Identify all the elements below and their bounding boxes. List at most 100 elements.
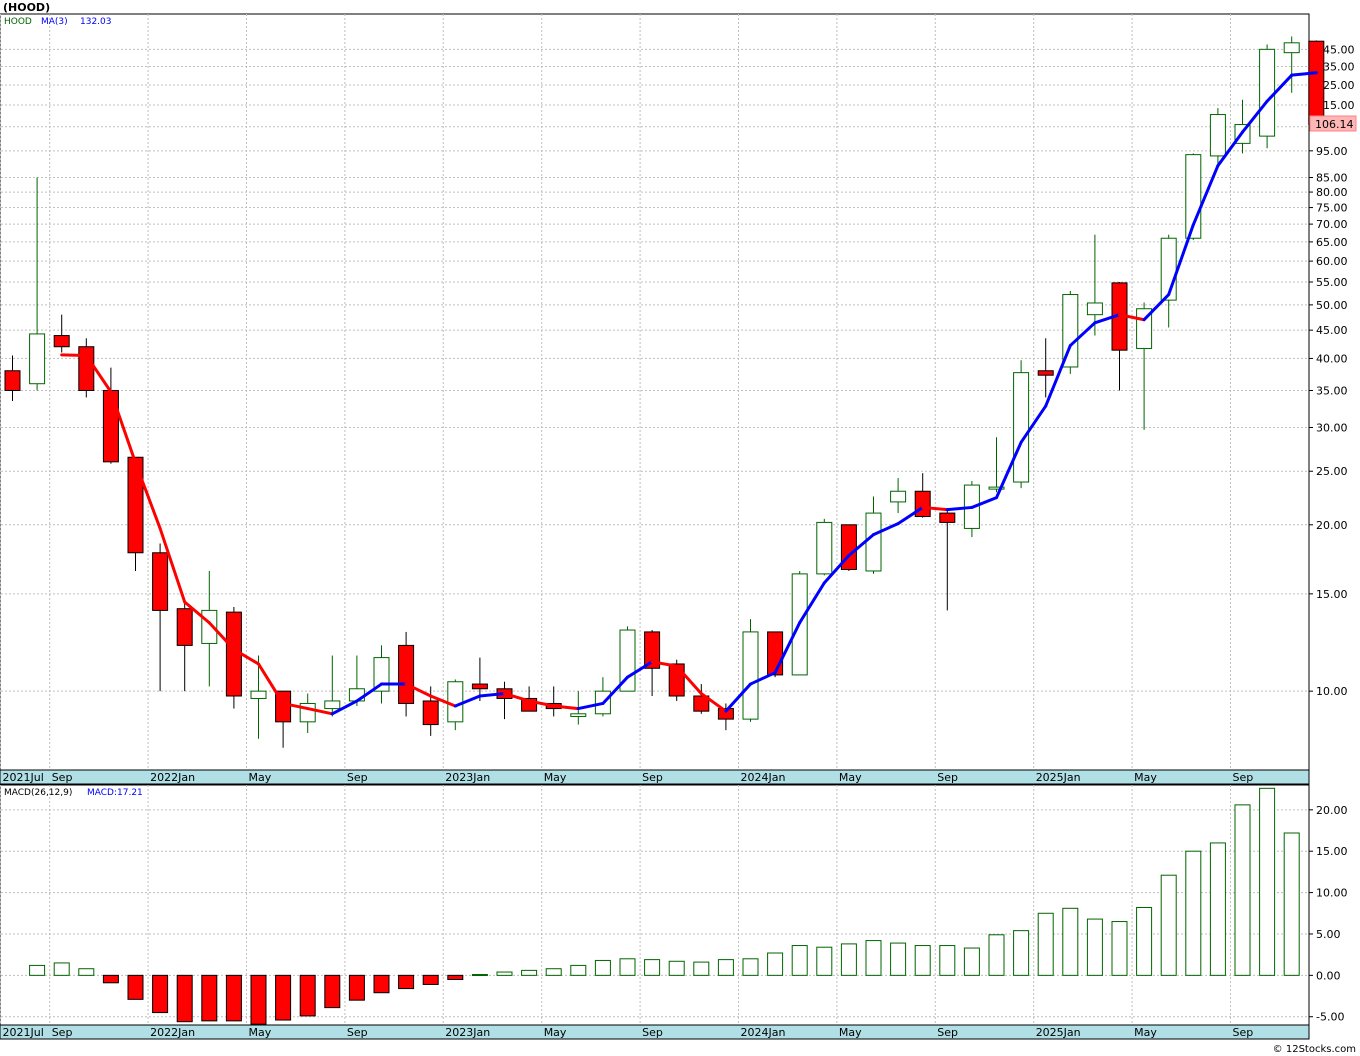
macd-bar (570, 964, 587, 976)
price-x-label: May (249, 771, 272, 784)
price-y-axis: 10.00 15.00 20.00 25.00 30.00 35.00 40.00 45.00… (1309, 43, 1355, 698)
macd-bar (53, 962, 70, 976)
ma-segment (945, 505, 974, 512)
price-y-tick-label: 65.00 (1316, 236, 1348, 249)
ma-segment (1265, 73, 1294, 103)
macd-x-label: 2025Jan (1036, 1026, 1081, 1039)
macd-bar (422, 974, 439, 985)
macd-bar (668, 960, 685, 976)
candle-body (29, 333, 46, 385)
price-y-tick-label: 20.00 (1316, 519, 1348, 532)
ma-segment (183, 600, 211, 625)
ma-segment (330, 699, 359, 716)
price-grid (0, 14, 1309, 770)
ma-segment (601, 675, 629, 705)
price-y-tick-label: 125.00 (1316, 79, 1355, 92)
macd-bar (693, 961, 710, 976)
macd-x-label: Sep (642, 1026, 663, 1039)
price-y-tick-label: 115.00 (1316, 99, 1355, 112)
candle-body (1086, 302, 1103, 316)
macd-bar (594, 959, 611, 976)
candle-body (1259, 48, 1276, 137)
ma-segment (995, 440, 1023, 500)
macd-bar (348, 974, 365, 1001)
macd-bar (644, 959, 661, 976)
candle-body (102, 389, 119, 463)
price-y-tick-label: 10.00 (1316, 685, 1348, 698)
ma-segment (724, 682, 752, 713)
macd-panel-frame (0, 784, 1310, 1026)
macd-bar (1136, 906, 1153, 976)
macd-x-label: May (839, 1026, 862, 1039)
candle-body (250, 690, 267, 699)
price-x-label: 2022Jan (150, 771, 195, 784)
macd-grid (0, 785, 1309, 1025)
macd-bars (29, 787, 1300, 1025)
candle-body (865, 512, 882, 572)
macd-bar (914, 945, 931, 976)
ma-segment (675, 664, 703, 696)
macd-x-label: Sep (52, 1026, 73, 1039)
macd-bar (545, 968, 562, 976)
price-x-label: Sep (52, 771, 73, 784)
macd-bar (890, 942, 907, 976)
macd-bar (1111, 921, 1128, 976)
candle-body (176, 608, 193, 646)
macd-bar (471, 974, 488, 977)
macd-bar (152, 974, 169, 1014)
ma-segment (699, 692, 728, 713)
candle-body (1308, 40, 1325, 125)
macd-x-label: May (249, 1026, 272, 1039)
ma-segment (1167, 223, 1195, 297)
macd-x-label: Sep (1233, 1026, 1254, 1039)
ma-segment (281, 701, 310, 711)
macd-bar (1209, 842, 1226, 976)
ma-segment (503, 692, 531, 703)
macd-bar (816, 946, 833, 976)
price-y-tick-label: 35.00 (1316, 384, 1348, 397)
last-price-tag: 106.14 (1309, 115, 1357, 132)
price-x-axis-band (0, 769, 1310, 785)
legend-ma-value: 132.03 (80, 17, 112, 27)
price-x-label: Sep (642, 771, 663, 784)
ma-segment (257, 662, 285, 705)
ma-segment (1290, 71, 1318, 77)
price-y-tick-label: 135.00 (1316, 60, 1355, 73)
price-x-label: Sep (1233, 771, 1254, 784)
macd-bar (840, 943, 857, 976)
macd-y-tick-label: 0.00 (1316, 969, 1341, 982)
macd-bar (791, 945, 808, 976)
ma-segment (109, 390, 137, 465)
price-x-label: May (839, 771, 862, 784)
price-y-tick-label: 15.00 (1316, 588, 1348, 601)
macd-bar (1086, 918, 1103, 976)
ticker-title: (HOOD) (3, 1, 50, 14)
macd-x-label: 2021Jul (3, 1026, 44, 1039)
macd-bar (275, 974, 292, 1021)
price-y-tick-label: 60.00 (1316, 255, 1348, 268)
ma-segment (232, 647, 260, 666)
macd-bar (250, 974, 267, 1025)
candle-body (988, 486, 1005, 490)
price-y-tick-label: 50.00 (1316, 299, 1348, 312)
candle-body (398, 644, 415, 704)
ma-segment (453, 694, 482, 708)
candle-body (668, 663, 685, 697)
candle-body (1209, 114, 1226, 157)
candle-body (767, 631, 784, 676)
candle-body (1062, 294, 1079, 368)
macd-x-label: 2022Jan (150, 1026, 195, 1039)
price-y-tick-label: 85.00 (1316, 172, 1348, 185)
ma-segment (921, 505, 949, 512)
macd-bar (496, 971, 513, 976)
macd-bar (963, 947, 980, 976)
ma-segment (429, 694, 457, 708)
macd-bar (1160, 874, 1177, 976)
candle-body (693, 695, 710, 712)
macd-x-label: 2024Jan (741, 1026, 786, 1039)
footer-credit: © 12Stocks.com (1273, 1044, 1356, 1055)
macd-bar (324, 974, 341, 1009)
price-y-tick-label: 145.00 (1316, 43, 1355, 56)
ma-segment (822, 553, 851, 585)
price-x-label: May (544, 771, 567, 784)
